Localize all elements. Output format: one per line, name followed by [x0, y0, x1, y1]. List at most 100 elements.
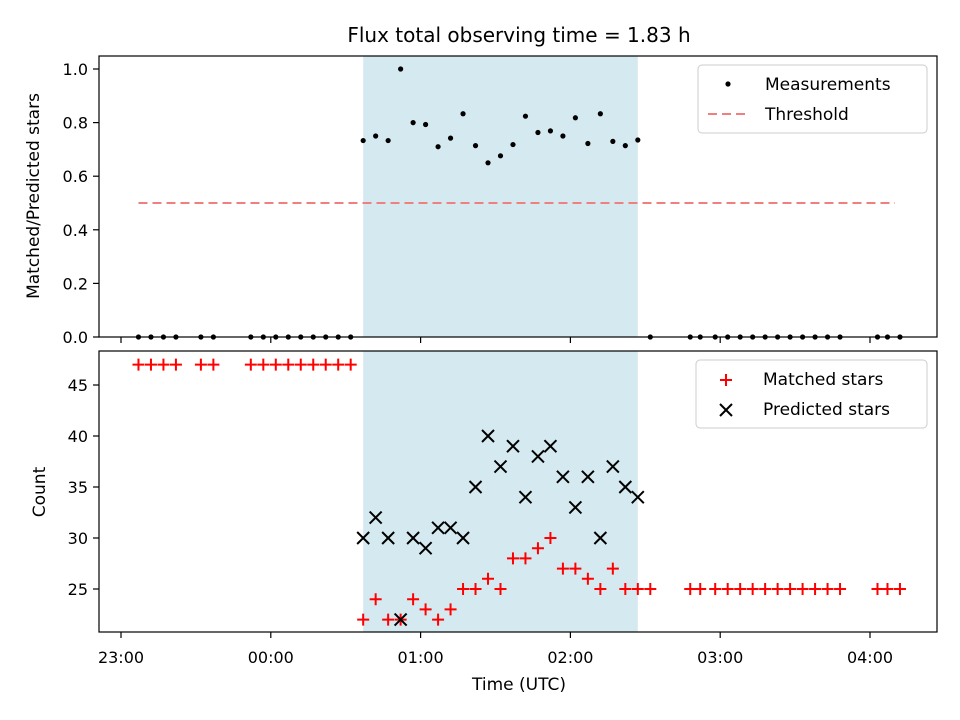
measurement-point — [585, 140, 591, 147]
matched-star-point — [569, 562, 582, 575]
bottom-plot-frame — [98, 350, 938, 633]
legend-marker-matched — [720, 374, 732, 386]
measurement-point — [597, 111, 603, 117]
predicted-star-point — [581, 470, 595, 484]
matched-star-point — [469, 583, 482, 595]
matched-star-point — [581, 572, 594, 585]
measurement-point — [398, 66, 404, 72]
matched-star-point — [244, 358, 257, 371]
matched-star-point — [282, 358, 295, 371]
top-legend-box — [697, 64, 928, 134]
matched-star-point — [319, 358, 332, 371]
predicted-star-point — [556, 470, 570, 484]
legend-label-threshold: Threshold — [764, 105, 849, 125]
matched-star-point — [506, 552, 519, 565]
matched-star-point — [257, 358, 270, 371]
predicted-star-point — [356, 531, 370, 545]
predicted-star-point — [443, 521, 458, 535]
matched-star-point — [721, 583, 734, 595]
measurement-point — [560, 133, 566, 139]
matched-star-point — [157, 358, 170, 371]
measurement-point — [360, 137, 366, 144]
matched-star-point — [834, 583, 847, 595]
predicted-star-point — [368, 510, 383, 525]
matched-star-point — [709, 583, 722, 595]
measurement-point — [572, 115, 578, 121]
y-tick-label: 40 — [68, 427, 88, 446]
x-axis-label: Time (UTC) — [471, 675, 566, 695]
predicted-star-point — [431, 521, 445, 535]
matched-star-point — [809, 583, 822, 595]
top-legend: Measurements Threshold — [697, 64, 928, 134]
bottom-legend: Matched stars Predicted stars — [695, 359, 928, 429]
bottom-y-axis-label: Count — [30, 466, 50, 517]
measurement-point — [422, 121, 429, 128]
matched-star-point — [369, 593, 382, 606]
matched-star-point — [207, 358, 220, 371]
predicted-star-point — [468, 480, 483, 494]
matched-star-point — [269, 358, 282, 371]
matched-star-point — [344, 358, 357, 371]
matched-star-point — [169, 358, 182, 371]
x-tick-label: 00:00 — [248, 648, 294, 667]
matched-star-point — [419, 603, 432, 616]
matched-star-point — [594, 583, 607, 595]
matched-star-point — [544, 532, 557, 544]
matched-star-point — [519, 552, 532, 565]
predicted-star-point — [631, 490, 645, 504]
matched-star-point — [132, 358, 145, 371]
matched-star-point — [694, 583, 707, 595]
y-tick-label: 30 — [68, 529, 88, 548]
legend-label-predicted: Predicted stars — [763, 400, 890, 420]
matched-star-point — [796, 583, 809, 595]
measurement-point — [447, 135, 454, 141]
legend-label-measurements: Measurements — [765, 75, 891, 95]
measurement-point — [385, 137, 391, 144]
measurement-point — [485, 160, 491, 166]
predicted-star-point — [381, 531, 395, 545]
matched-star-point — [821, 583, 834, 595]
x-tick-label: 01:00 — [398, 648, 444, 667]
matched-star-point — [893, 583, 906, 595]
predicted-star-point — [606, 459, 620, 474]
top-shaded-region — [363, 56, 638, 337]
y-tick-label: 0.4 — [63, 221, 88, 240]
matched-star-point — [784, 583, 797, 595]
x-tick-label: 03:00 — [697, 648, 743, 667]
x-tick-label: 02:00 — [547, 648, 593, 667]
top-panel: 0.0 0.2 0.4 0.6 0.8 1.0 Matched/Predicted sta… — [24, 55, 938, 347]
y-tick-label: 0.6 — [63, 167, 88, 186]
measurement-point — [497, 153, 504, 159]
measurement-point — [547, 128, 554, 134]
matched-star-point — [644, 583, 657, 595]
y-tick-label: 25 — [68, 580, 88, 599]
matched-star-point — [407, 593, 420, 606]
matched-star-point — [746, 583, 759, 595]
y-tick-label: 35 — [68, 478, 88, 497]
predicted-star-point — [506, 439, 520, 453]
legend-label-matched: Matched stars — [763, 370, 883, 390]
measurement-point — [522, 113, 529, 119]
matched-star-point — [144, 358, 157, 371]
measurement-point — [635, 137, 641, 143]
matched-star-point — [881, 583, 894, 595]
top-y-axis-label: Matched/Predicted stars — [24, 93, 44, 299]
predicted-star-point — [456, 531, 470, 545]
matched-star-point — [444, 603, 457, 616]
matched-star-point — [556, 562, 569, 575]
matched-star-point — [759, 583, 772, 595]
y-tick-label: 1.0 — [63, 60, 88, 79]
matched-star-point — [531, 542, 544, 555]
predicted-star-point — [393, 612, 408, 627]
measurement-point — [610, 138, 616, 144]
matched-star-point — [482, 572, 495, 585]
y-tick-label: 45 — [68, 376, 88, 395]
matched-star-point — [307, 358, 320, 371]
y-tick-label: 0.2 — [63, 274, 88, 293]
y-tick-label: 0.8 — [63, 114, 88, 133]
matched-star-point — [294, 358, 307, 371]
measurement-point — [472, 143, 479, 149]
predicted-star-point — [618, 480, 633, 494]
matched-star-point — [771, 583, 784, 595]
